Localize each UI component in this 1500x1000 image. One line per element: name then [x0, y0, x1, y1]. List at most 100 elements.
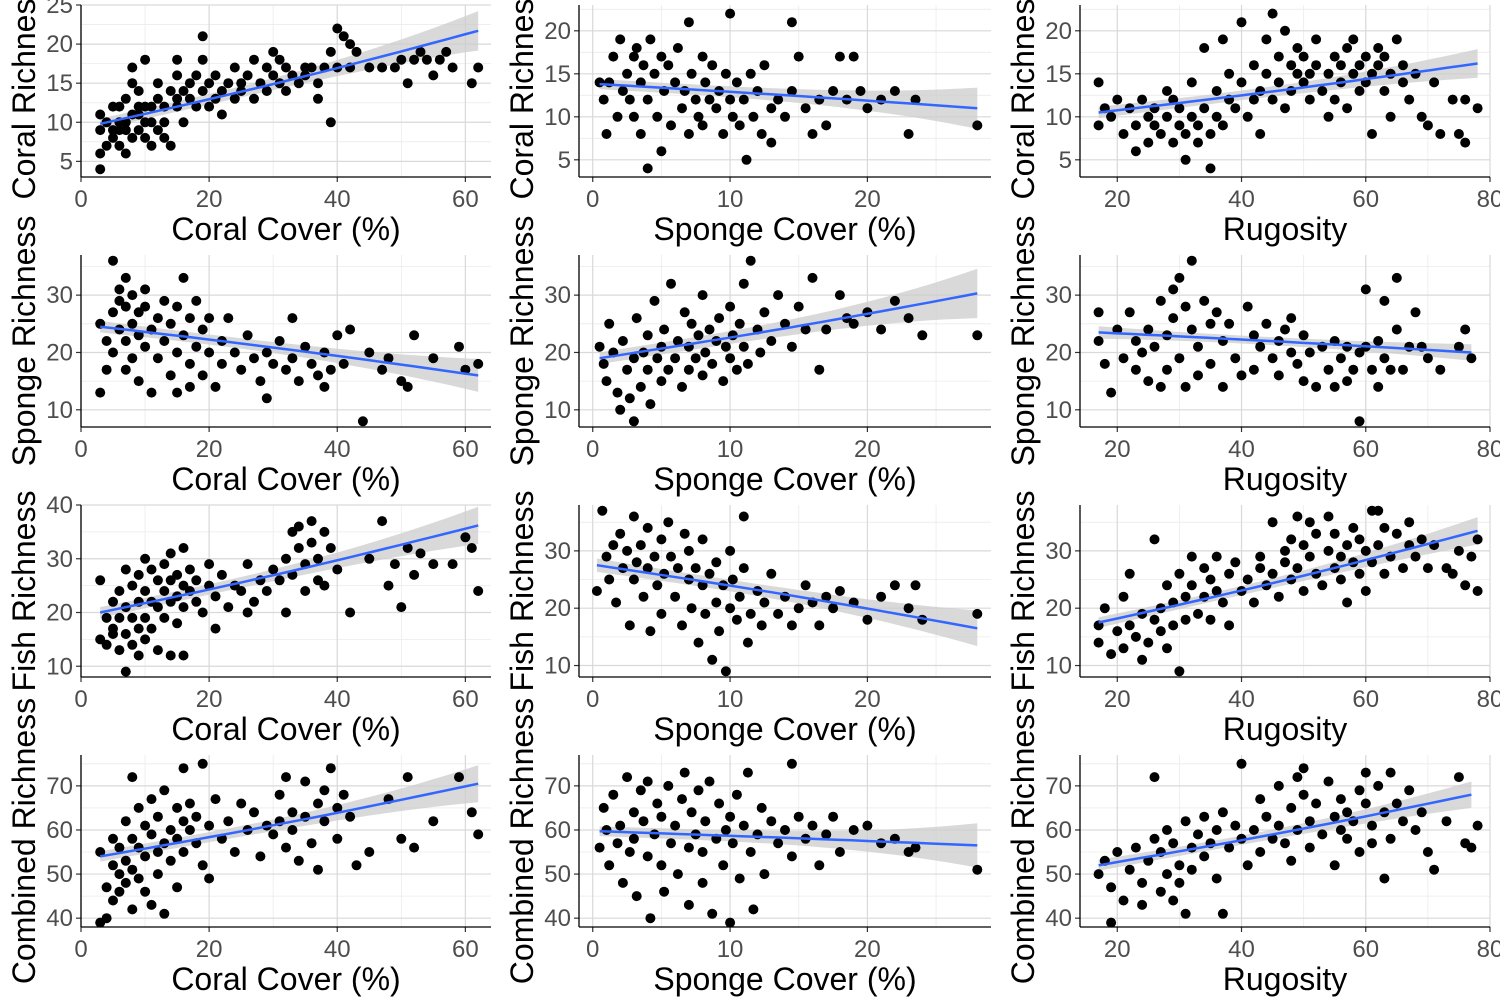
data-point [1205, 614, 1216, 625]
data-point [236, 586, 247, 596]
scatter-panel: 20 40 60 80 40 50 60 70 Rugosity Combined Richnes… [1005, 698, 1500, 997]
data-point [690, 94, 701, 105]
data-point [1335, 825, 1346, 835]
data-point [1354, 534, 1365, 545]
data-point [146, 829, 157, 840]
data-point [780, 318, 790, 329]
data-point [720, 341, 731, 352]
data-point [972, 120, 983, 131]
data-point [1304, 68, 1315, 79]
data-point [178, 86, 189, 96]
data-point [1373, 43, 1384, 53]
data-point [415, 46, 426, 57]
x-tick-label: 0 [74, 436, 87, 463]
data-point [120, 816, 131, 827]
data-point [191, 575, 202, 586]
data-point [1224, 620, 1235, 631]
data-point [1149, 341, 1160, 352]
scatter-panel: 20 40 60 80 10 20 30 Rugosity Sponge Richness [1005, 216, 1500, 497]
data-point [204, 101, 215, 112]
data-point [1168, 94, 1179, 105]
data-point [1280, 25, 1290, 36]
data-point [108, 347, 118, 358]
data-point [178, 816, 189, 827]
data-point [773, 608, 784, 619]
data-point [645, 34, 656, 45]
data-point [1255, 551, 1266, 562]
data-point [319, 580, 330, 591]
y-tick-label: 20 [1045, 18, 1072, 45]
data-point [377, 516, 388, 527]
data-point [642, 522, 653, 533]
data-point [306, 537, 317, 548]
data-point [1298, 376, 1309, 387]
data-point [287, 825, 298, 835]
data-point [1143, 111, 1154, 122]
data-point [1435, 129, 1446, 139]
data-point [242, 559, 253, 570]
y-tick-label: 30 [46, 282, 73, 309]
data-point [165, 650, 176, 661]
data-point [612, 111, 623, 122]
data-point [686, 318, 697, 329]
data-point [281, 86, 291, 96]
data-point [773, 838, 784, 849]
data-point [1236, 370, 1247, 381]
data-point [615, 404, 626, 415]
data-point [146, 117, 157, 128]
data-point [108, 860, 118, 871]
y-tick-label: 10 [46, 653, 73, 680]
data-point [300, 776, 311, 787]
data-point [1466, 842, 1477, 853]
data-point [876, 838, 887, 849]
data-point [1112, 847, 1123, 857]
data-point [1174, 272, 1185, 283]
data-point [1130, 146, 1141, 157]
data-point [223, 313, 234, 324]
x-tick-label: 10 [717, 686, 744, 713]
data-point [249, 54, 259, 65]
data-point [1162, 580, 1172, 591]
data-point [1292, 68, 1303, 79]
data-point [127, 639, 138, 650]
data-point [745, 847, 756, 857]
data-point [780, 111, 790, 122]
data-point [1453, 772, 1464, 783]
data-point [1280, 557, 1290, 568]
data-point [656, 811, 667, 822]
data-point [1373, 60, 1384, 71]
data-point [793, 301, 804, 312]
data-point [828, 811, 839, 822]
data-point [1273, 370, 1284, 381]
data-point [1217, 381, 1228, 392]
data-point [720, 825, 731, 835]
data-point [659, 886, 670, 897]
y-tick-label: 5 [60, 148, 73, 175]
data-point [1224, 568, 1235, 579]
data-point [734, 873, 745, 884]
data-point [622, 68, 633, 79]
data-point [1149, 772, 1160, 783]
data-point [793, 51, 804, 62]
data-point [642, 364, 653, 375]
x-tick-label: 0 [586, 186, 599, 213]
data-point [656, 534, 667, 545]
data-point [178, 763, 189, 774]
data-point [165, 86, 176, 96]
data-point [428, 70, 439, 81]
data-point [249, 596, 259, 607]
x-axis-title: Sponge Cover (%) [653, 711, 916, 747]
data-point [786, 341, 797, 352]
data-point [1255, 847, 1266, 857]
data-point [679, 86, 690, 96]
data-point [742, 637, 753, 648]
data-point [306, 62, 317, 73]
data-point [814, 620, 825, 631]
data-point [281, 364, 291, 375]
data-point [666, 551, 676, 562]
data-point [261, 586, 272, 596]
data-point [178, 650, 189, 661]
data-point [1143, 376, 1154, 387]
data-point [1379, 353, 1390, 364]
